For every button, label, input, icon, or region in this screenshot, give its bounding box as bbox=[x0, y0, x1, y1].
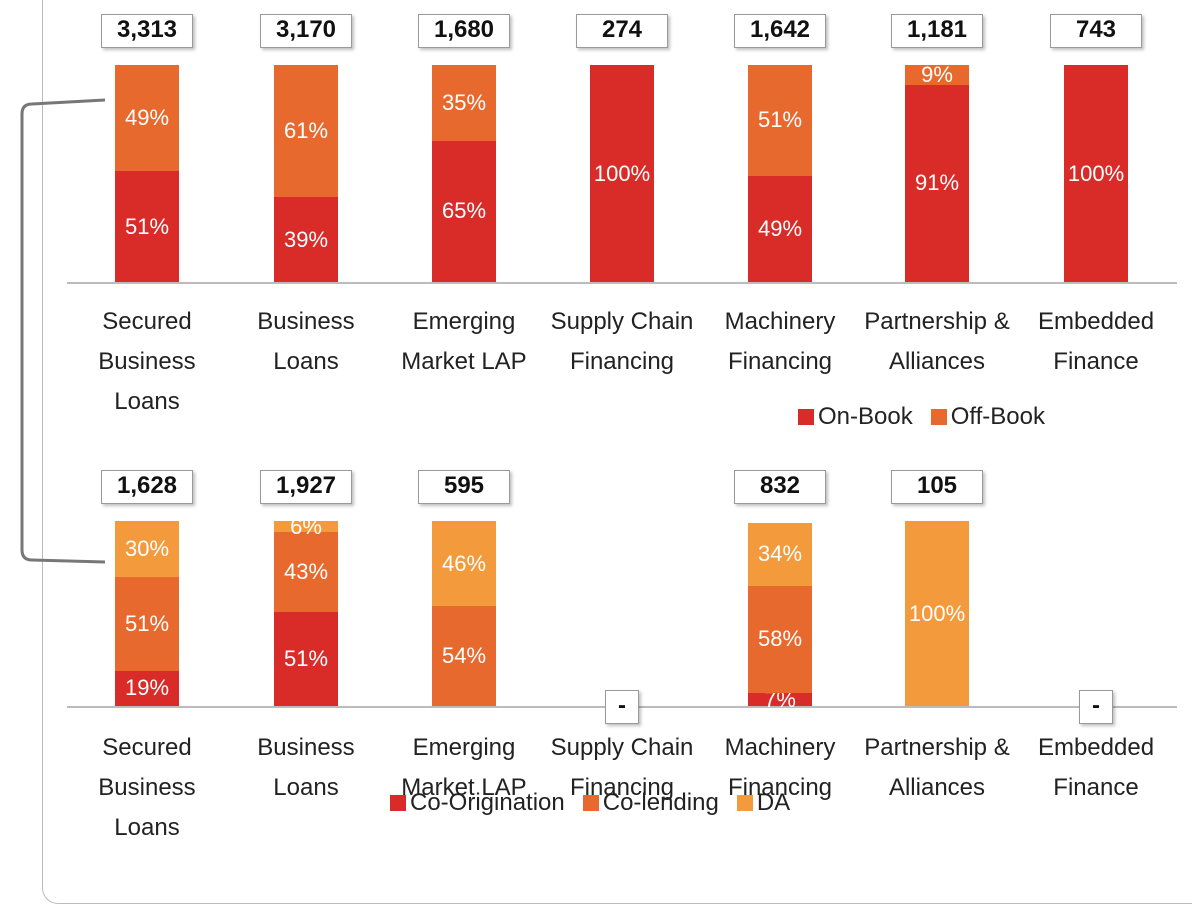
x-tick-label: Supply Chain Financing bbox=[550, 308, 694, 375]
bar-segment bbox=[115, 670, 179, 706]
bar-segment bbox=[274, 197, 338, 282]
bar-segment bbox=[905, 84, 969, 282]
total-box: 1,181 bbox=[891, 14, 983, 48]
bar-value-label: 100% bbox=[1067, 160, 1125, 186]
total-box: 595 bbox=[418, 470, 510, 504]
bar-segment bbox=[274, 611, 338, 706]
x-tick-label: Partnership & Alliances bbox=[864, 734, 1010, 801]
total-box: 743 bbox=[1050, 14, 1142, 48]
bar-segment bbox=[748, 693, 812, 706]
bar-segment bbox=[115, 576, 179, 671]
bar-value-label: 9% bbox=[921, 61, 953, 87]
x-tick-label: Secured Business Loans bbox=[98, 734, 196, 841]
total-box: 3,170 bbox=[260, 14, 352, 48]
total-box: 3,313 bbox=[101, 14, 193, 48]
x-tick-label: Machinery Financing bbox=[724, 308, 836, 375]
legend-swatch bbox=[390, 795, 406, 811]
x-tick-label: Embedded Finance bbox=[1037, 308, 1155, 375]
total-box: 1,680 bbox=[418, 14, 510, 48]
bar-value-label: 19% bbox=[124, 675, 170, 701]
total-box: 1,642 bbox=[734, 14, 826, 48]
bar-value-label: 34% bbox=[757, 541, 803, 567]
bar-value-label: 51% bbox=[757, 107, 803, 133]
total-box: 1,628 bbox=[101, 470, 193, 504]
axis-line bbox=[67, 282, 1177, 284]
bar-value-label: 51% bbox=[124, 610, 170, 636]
bar-value-label: 6% bbox=[290, 513, 322, 539]
legend-swatch bbox=[930, 409, 947, 425]
bar-segment bbox=[1064, 65, 1128, 282]
bar-segment bbox=[905, 65, 969, 85]
total-box: - bbox=[1079, 690, 1113, 724]
bar-segment bbox=[748, 585, 812, 694]
bar-value-label: 51% bbox=[124, 213, 170, 239]
bar-segment bbox=[115, 65, 179, 172]
bar-value-label: 46% bbox=[441, 550, 487, 576]
x-tick-label: Emerging Market LAP bbox=[401, 734, 527, 801]
x-tick-label: Embedded Finance bbox=[1037, 734, 1155, 801]
bar-value-label: 61% bbox=[283, 118, 329, 144]
legend-swatch bbox=[798, 409, 814, 425]
bar-value-label: 30% bbox=[124, 535, 170, 561]
bar-value-label: 35% bbox=[441, 89, 487, 115]
bar-value-label: 51% bbox=[283, 645, 329, 671]
x-tick-label: Business Loans bbox=[257, 308, 355, 375]
legend-swatch bbox=[736, 795, 753, 811]
bar-segment bbox=[748, 175, 812, 282]
bar-segment bbox=[274, 532, 338, 612]
bracket bbox=[20, 98, 106, 564]
legend: On-Book Off-Book bbox=[780, 402, 1045, 432]
bar-segment bbox=[748, 65, 812, 176]
total-box: 832 bbox=[734, 470, 826, 504]
bar-value-label: 91% bbox=[914, 170, 960, 196]
bar-segment bbox=[748, 522, 812, 586]
x-tick-label: Supply Chain Financing bbox=[550, 734, 694, 801]
x-tick-label: Partnership & Alliances bbox=[864, 308, 1010, 375]
x-tick-label: Emerging Market LAP bbox=[401, 308, 527, 375]
bar-segment bbox=[590, 65, 654, 282]
legend-label: On-Book bbox=[818, 403, 913, 430]
bar-segment bbox=[115, 521, 179, 577]
legend-label: Co-Origination bbox=[410, 789, 565, 816]
total-box: 105 bbox=[891, 470, 983, 504]
bar-value-label: 49% bbox=[124, 105, 170, 131]
total-box: - bbox=[605, 690, 639, 724]
bar-segment bbox=[432, 606, 496, 706]
bar-segment bbox=[115, 171, 179, 282]
frame bbox=[42, 0, 1192, 904]
legend-label: DA bbox=[756, 789, 791, 816]
total-box: 274 bbox=[576, 14, 668, 48]
x-tick-label: Business Loans bbox=[257, 734, 355, 801]
bar-value-label: 39% bbox=[283, 226, 329, 252]
bar-value-label: 49% bbox=[757, 215, 803, 241]
total-box: 1,927 bbox=[260, 470, 352, 504]
bar-value-label: 43% bbox=[283, 558, 329, 584]
bar-segment bbox=[432, 65, 496, 141]
bar-value-label: 100% bbox=[593, 160, 651, 186]
bar-segment bbox=[432, 140, 496, 282]
bar-value-label: 100% bbox=[908, 600, 966, 626]
bar-segment bbox=[432, 521, 496, 607]
bar-value-label: 65% bbox=[441, 198, 487, 224]
bar-segment bbox=[274, 521, 338, 533]
legend-label: Off-Book bbox=[950, 403, 1045, 430]
x-tick-label: Secured Business Loans bbox=[98, 308, 196, 415]
legend: Co-Origination Co-lending DA bbox=[372, 788, 790, 818]
legend-swatch bbox=[582, 795, 599, 811]
legend-label: Co-lending bbox=[602, 789, 719, 816]
bar-value-label: 58% bbox=[757, 626, 803, 652]
bar-value-label: 54% bbox=[441, 643, 487, 669]
bar-segment bbox=[905, 521, 969, 706]
bar-segment bbox=[274, 65, 338, 198]
